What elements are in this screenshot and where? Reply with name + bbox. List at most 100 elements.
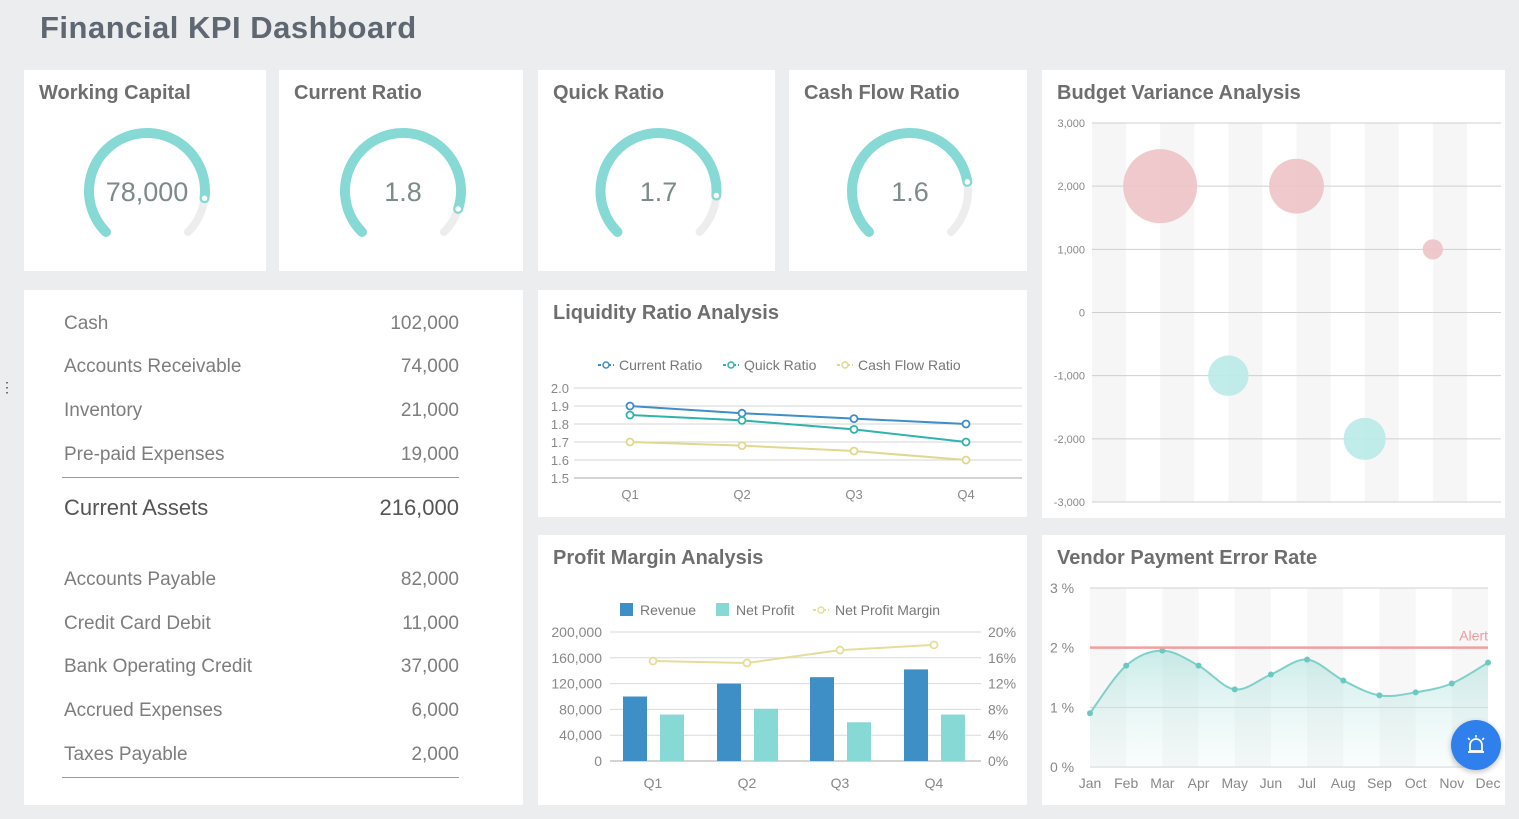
data-point: [1087, 710, 1093, 717]
y-tick-label: 0: [1079, 308, 1085, 320]
data-point: [625, 410, 635, 420]
legend-marker: [602, 361, 610, 369]
data-point: [1267, 671, 1274, 678]
data-point: [625, 437, 635, 447]
x-tick-label: Q1: [621, 487, 638, 502]
x-tick-label: Q3: [831, 775, 850, 791]
data-point: [625, 401, 635, 411]
gauge-handle: [453, 204, 463, 214]
bar-revenue: [717, 683, 741, 761]
chart-title: Budget Variance Analysis: [1057, 82, 1301, 104]
data-point: [648, 656, 658, 666]
y-tick-label: -1,000: [1054, 371, 1085, 383]
y-tick-label: 2 %: [1050, 640, 1074, 656]
data-point: [1304, 656, 1311, 663]
y-tick-label: 2,000: [1057, 181, 1085, 193]
x-tick-label: Nov: [1439, 775, 1464, 791]
item-value: 11,000: [402, 613, 459, 634]
x-tick-label: Q3: [845, 487, 862, 502]
y-tick-label: 1.5: [551, 471, 569, 486]
profit-chart-card: Profit Margin Analysis 0 0% 40,000 4% 80,000…: [538, 535, 1027, 805]
bar-net-profit: [660, 714, 684, 761]
data-point: [1485, 659, 1491, 666]
data-point: [835, 645, 845, 655]
y2-tick-label: 0%: [988, 753, 1008, 769]
gauge-title: Current Ratio: [294, 82, 422, 104]
gauge-cash-flow-ratio: 1.6: [847, 128, 973, 238]
gauge-value: 1.7: [640, 177, 678, 207]
liquidity-chart: 1.5 1.6 1.7 1.8 1.9 2.0 Q1 Q2 Q3 Q4 Current Ratio Q…: [551, 357, 1022, 502]
legend-label: Current Ratio: [619, 357, 702, 373]
data-point: [737, 441, 747, 451]
divider: [62, 777, 459, 778]
bar-net-profit: [754, 708, 778, 761]
total-value: 216,000: [379, 495, 459, 520]
gauge-fill: [84, 128, 210, 238]
bar-revenue: [623, 696, 647, 761]
data-point: [961, 437, 971, 447]
alarm-icon: [1467, 735, 1485, 753]
gauge-fill: [595, 128, 722, 238]
x-tick-label: Jan: [1079, 775, 1102, 791]
item-value: 37,000: [400, 656, 459, 677]
gauge-card-current-ratio: Current Ratio 1.8: [279, 70, 523, 271]
data-point: [1376, 692, 1383, 699]
data-point: [929, 640, 939, 650]
y-tick-label: -2,000: [1054, 434, 1085, 446]
gauge-title: Quick Ratio: [553, 82, 665, 104]
y-tick-label: 0: [594, 753, 602, 769]
y-tick-label: 1,000: [1057, 244, 1085, 256]
data-point: [849, 414, 859, 424]
page-title: Financial KPI Dashboard: [40, 10, 417, 45]
bubble: [1269, 158, 1324, 214]
item-label: Inventory: [64, 400, 143, 421]
x-tick-label: Dec: [1476, 775, 1501, 791]
gauge-card-quick-ratio: Quick Ratio 1.7: [538, 70, 775, 271]
alert-label: Alert: [1459, 628, 1488, 644]
data-point: [1195, 662, 1202, 669]
y-tick-label: 3 %: [1050, 580, 1074, 596]
profit-chart: 0 0% 40,000 4% 80,000 8% 120,000 12% 160,000 16% 2…: [551, 602, 1016, 791]
gauge-handle: [963, 177, 972, 187]
gauge-handle: [200, 194, 209, 203]
item-value: 2,000: [411, 744, 459, 765]
liquidity-chart-card: Liquidity Ratio Analysis 1.5 1.6 1.7 1.8 1.9…: [538, 290, 1027, 517]
legend-label: Revenue: [640, 602, 696, 618]
y-tick-label: 3,000: [1057, 118, 1085, 130]
y-tick-label: 2.0: [551, 381, 569, 396]
gauge-current-ratio: 1.8: [340, 128, 466, 238]
item-label: Accounts Payable: [64, 569, 217, 590]
gauge-quick-ratio: 1.7: [595, 128, 722, 238]
chart-title: Liquidity Ratio Analysis: [553, 302, 779, 324]
item-value: 82,000: [400, 569, 459, 590]
data-point: [1159, 647, 1166, 654]
vendor-chart: 0 % 1 % 2 % 3 % Jan Feb Mar Apr May Jun Jul Aug Sep O…: [1050, 580, 1501, 791]
data-point: [737, 415, 747, 425]
x-tick-label: Q2: [738, 775, 757, 791]
x-tick-label: Aug: [1331, 775, 1356, 791]
y-tick-label: 120,000: [551, 676, 602, 692]
x-tick-label: Q1: [644, 775, 663, 791]
y2-tick-label: 8%: [988, 701, 1008, 717]
vendor-chart-card: Vendor Payment Error Rate 0 % 1 % 2 % 3 % Ja…: [1042, 535, 1505, 805]
chart-title: Profit Margin Analysis: [553, 547, 764, 569]
data-point: [961, 455, 971, 465]
item-value: 19,000: [400, 444, 459, 465]
bar-net-profit: [941, 714, 965, 761]
area-fill: [1090, 650, 1488, 767]
x-tick-label: Q4: [925, 775, 944, 791]
gauge-value: 1.6: [891, 177, 929, 207]
item-value: 74,000: [400, 356, 459, 377]
legend-label: Cash Flow Ratio: [858, 357, 961, 373]
chart-title: Vendor Payment Error Rate: [1057, 547, 1318, 569]
x-tick-label: Q4: [957, 487, 974, 502]
alert-fab-button[interactable]: [1451, 720, 1501, 770]
bar-revenue: [904, 669, 928, 761]
x-tick-label: Oct: [1405, 775, 1427, 791]
data-point: [849, 424, 859, 434]
balance-sheet-card: Cash 102,000 Accounts Receivable 74,000 In…: [24, 290, 523, 805]
bubble: [1123, 149, 1198, 224]
series-line: [629, 441, 967, 461]
y-tick-label: -3,000: [1054, 497, 1085, 509]
side-handle-icon[interactable]: ⋮: [0, 379, 14, 395]
